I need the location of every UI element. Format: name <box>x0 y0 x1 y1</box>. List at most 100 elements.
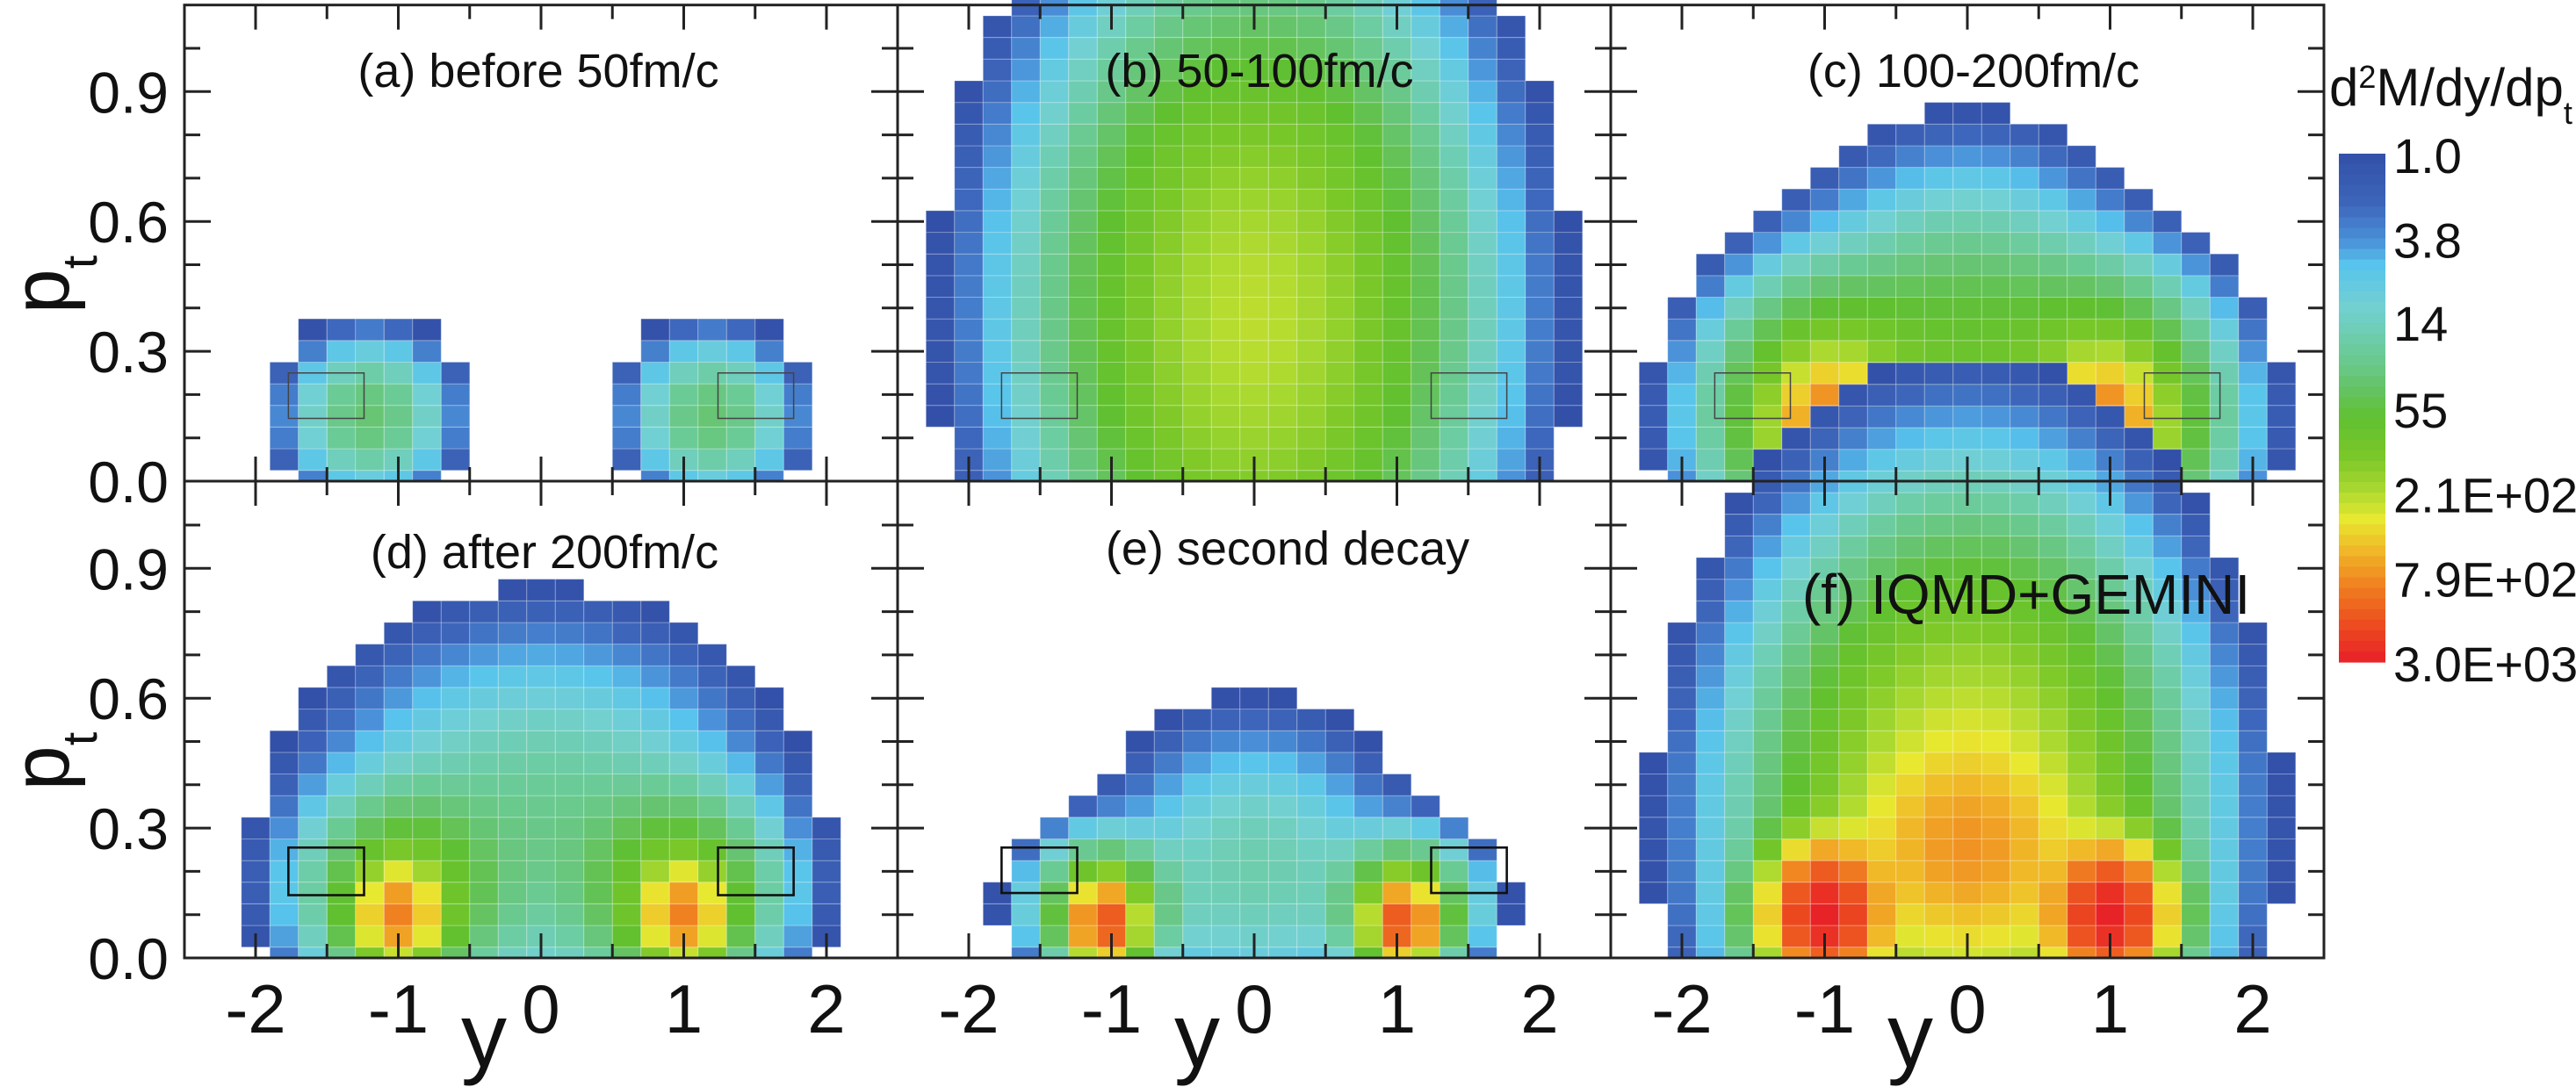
heatmap-cell <box>1695 838 1726 861</box>
heatmap-cell <box>2209 925 2240 948</box>
heatmap-cell <box>1096 275 1127 298</box>
heatmap-cell <box>925 210 956 234</box>
heatmap-cell <box>1525 340 1555 363</box>
heatmap-cell <box>1011 253 1041 277</box>
heatmap-cell <box>2038 449 2068 472</box>
heatmap-cell <box>1324 709 1355 731</box>
heatmap-cell <box>2181 903 2211 926</box>
heatmap-cell <box>1724 405 1754 428</box>
heatmap-cell <box>668 318 699 342</box>
heatmap-cell <box>1439 275 1469 298</box>
heatmap-cell <box>1439 947 1469 959</box>
heatmap-cell <box>298 817 328 839</box>
heatmap-cell <box>2095 167 2125 190</box>
heatmap-cell <box>2152 253 2183 277</box>
heatmap-cell <box>982 37 1013 60</box>
heatmap-cell <box>1923 795 1954 818</box>
heatmap-cell <box>697 470 727 482</box>
heatmap-cell <box>2238 795 2268 818</box>
heatmap-cell <box>1923 709 1954 731</box>
heatmap-cell <box>1895 210 1925 234</box>
heatmap-cell <box>1866 210 1897 234</box>
heatmap-cell <box>2095 860 2125 883</box>
heatmap-cell <box>1809 275 1840 298</box>
heatmap-cell <box>1068 102 1098 125</box>
heatmap-cell <box>1239 405 1269 428</box>
heatmap-cell <box>355 687 385 710</box>
heatmap-cell <box>298 925 328 948</box>
heatmap-cell <box>1153 80 1184 104</box>
heatmap-cell <box>1324 774 1355 796</box>
heatmap-cell <box>554 687 585 710</box>
heatmap-cell <box>1809 405 1840 428</box>
heatmap-cell <box>1068 0 1098 17</box>
heatmap-cell <box>1496 405 1526 428</box>
heatmap-cell <box>1153 426 1184 450</box>
heatmap-cell <box>1096 340 1127 363</box>
heatmap-cell <box>2181 860 2211 883</box>
heatmap-cell <box>2124 188 2154 212</box>
heatmap-cell <box>1411 15 1440 39</box>
heatmap-cell <box>1981 514 2011 536</box>
heatmap-cell <box>1496 123 1526 147</box>
colorbar-band <box>2339 164 2385 176</box>
x-tick-label: -2 <box>1651 970 1712 1047</box>
heatmap-cell <box>1182 145 1212 169</box>
heatmap-cell <box>326 709 357 731</box>
heatmap-cell <box>1981 535 2011 558</box>
heatmap-cell <box>1838 947 1868 959</box>
heatmap-cell <box>1952 405 1982 428</box>
heatmap-cell <box>412 925 442 948</box>
heatmap-cell <box>1923 665 1954 688</box>
heatmap-cell <box>1724 383 1754 407</box>
heatmap-cell <box>1895 817 1925 839</box>
heatmap-cell <box>1267 361 1298 385</box>
heatmap-cell <box>469 687 499 710</box>
heatmap-cell <box>1411 37 1440 60</box>
heatmap-cell <box>1267 210 1298 234</box>
heatmap-cell <box>1496 80 1526 104</box>
heatmap-cell <box>1125 275 1155 298</box>
heatmap-cell <box>2181 579 2211 601</box>
heatmap-cell <box>1838 253 1868 277</box>
heatmap-cell <box>1125 102 1155 125</box>
heatmap-cell <box>2152 838 2183 861</box>
heatmap-cell <box>1981 709 2011 731</box>
heatmap-cell <box>1153 860 1184 883</box>
heatmap-cell <box>1923 405 1954 428</box>
heatmap-cell <box>1695 774 1726 796</box>
heatmap-cell <box>1296 383 1326 407</box>
heatmap-cell <box>1239 58 1269 82</box>
heatmap-cell <box>1895 795 1925 818</box>
heatmap-cell <box>2124 774 2154 796</box>
heatmap-cell <box>754 448 784 472</box>
heatmap-cell <box>1182 15 1212 39</box>
heatmap-cell <box>1182 925 1212 948</box>
heatmap-cell <box>668 752 699 774</box>
heatmap-cell <box>1011 15 1041 39</box>
heatmap-cell <box>640 644 670 666</box>
heatmap-cell <box>1239 145 1269 169</box>
heatmap-cell <box>1153 102 1184 125</box>
heatmap-cells <box>241 0 2297 959</box>
heatmap-cell <box>1296 448 1326 472</box>
heatmap-cell <box>640 860 670 883</box>
heatmap-cell <box>1695 557 1726 580</box>
heatmap-cell <box>2010 318 2039 342</box>
heatmap-cell <box>1695 470 1726 482</box>
heatmap-cell <box>697 687 727 710</box>
selection-box <box>287 372 365 420</box>
heatmap-cell <box>412 752 442 774</box>
heatmap-cell <box>1752 514 1783 536</box>
heatmap-cell <box>2067 882 2096 904</box>
heatmap-cell <box>1153 210 1184 234</box>
heatmap-cell <box>2038 318 2068 342</box>
heatmap-cell <box>1324 795 1355 818</box>
heatmap-cell <box>1439 253 1469 277</box>
heatmap-cell <box>1353 470 1383 482</box>
heatmap-cell <box>412 860 442 883</box>
heatmap-cell <box>1923 318 1954 342</box>
heatmap-cell <box>1525 426 1555 450</box>
heatmap-cell <box>1695 665 1726 688</box>
heatmap-cell <box>298 903 328 926</box>
